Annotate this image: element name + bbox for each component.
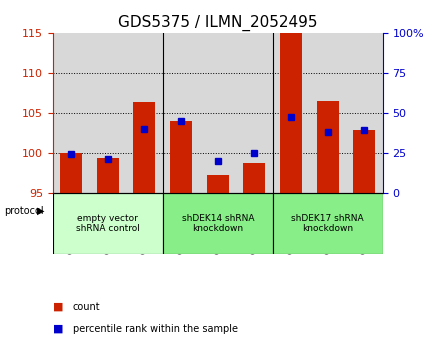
Bar <box>60 152 82 193</box>
Text: shDEK14 shRNA
knockdown: shDEK14 shRNA knockdown <box>182 214 254 233</box>
Bar <box>199 33 236 193</box>
Bar <box>163 33 199 193</box>
Text: shDEK17 shRNA
knockdown: shDEK17 shRNA knockdown <box>291 214 364 233</box>
Bar <box>346 33 383 193</box>
Bar <box>163 193 273 254</box>
Bar <box>273 33 309 193</box>
Text: ■: ■ <box>53 323 63 334</box>
Bar <box>207 175 229 193</box>
Text: count: count <box>73 302 100 312</box>
Bar <box>236 33 273 193</box>
Bar <box>133 102 155 193</box>
Text: percentile rank within the sample: percentile rank within the sample <box>73 323 238 334</box>
Bar <box>53 33 89 193</box>
Bar <box>53 193 163 254</box>
Bar <box>309 33 346 193</box>
Bar <box>353 130 375 193</box>
Bar <box>97 158 119 193</box>
Bar <box>273 193 383 254</box>
Bar <box>317 101 339 193</box>
Bar <box>126 33 163 193</box>
Text: empty vector
shRNA control: empty vector shRNA control <box>76 214 140 233</box>
Title: GDS5375 / ILMN_2052495: GDS5375 / ILMN_2052495 <box>118 15 318 31</box>
Bar <box>89 33 126 193</box>
Bar <box>280 33 302 193</box>
Text: ■: ■ <box>53 302 63 312</box>
Text: protocol: protocol <box>4 206 44 216</box>
Bar <box>170 121 192 193</box>
Bar <box>243 163 265 193</box>
Text: ▶: ▶ <box>37 206 45 216</box>
